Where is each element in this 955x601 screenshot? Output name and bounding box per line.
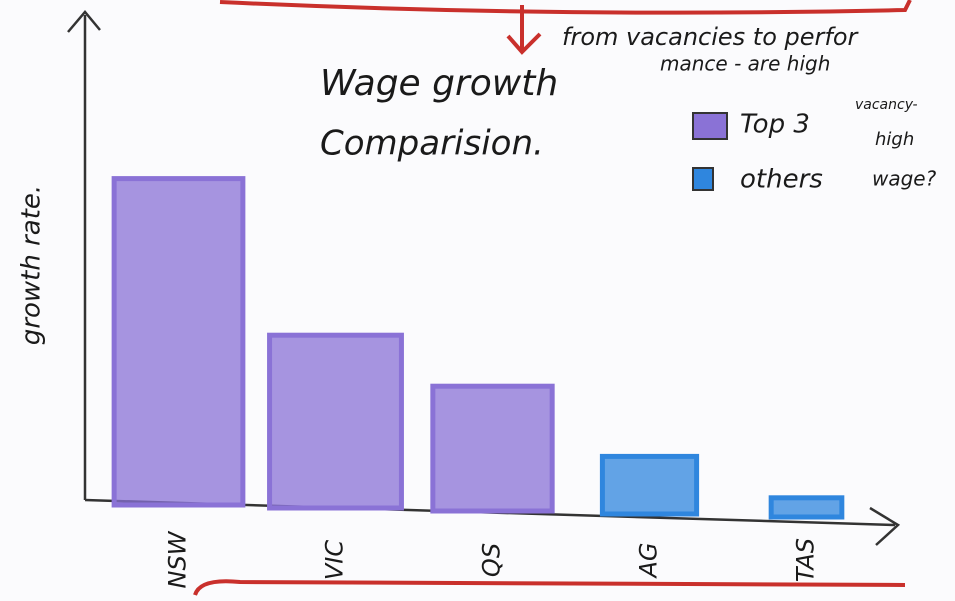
bar — [768, 495, 845, 520]
chart-title: Comparision. — [320, 124, 544, 164]
legend-swatch — [692, 112, 728, 140]
bar — [267, 332, 404, 511]
annotation: mance - are high — [660, 52, 830, 76]
x-tick-label: TAS — [792, 538, 820, 582]
x-tick-label: AG — [635, 542, 663, 579]
bar — [430, 383, 555, 514]
x-tick-label: NSW — [164, 530, 192, 588]
legend-label: Top 3 — [740, 110, 810, 140]
annotation: from vacancies to perfor — [562, 23, 860, 51]
legend-swatch — [692, 167, 714, 191]
red-highlight-bottom — [193, 579, 906, 596]
red-arrow — [506, 5, 542, 55]
legend-label: others — [740, 165, 823, 195]
bar — [111, 176, 246, 508]
bar — [599, 453, 700, 517]
x-tick-label: QS — [478, 543, 506, 577]
annotation: high — [875, 129, 914, 150]
y-axis — [67, 10, 101, 500]
x-tick-label: VIC — [321, 540, 349, 580]
annotation: vacancy- — [855, 97, 918, 113]
red-highlight-top — [219, 0, 912, 15]
y-axis-label: growth rate. — [17, 185, 47, 345]
chart-title: Wage growth — [320, 63, 558, 104]
annotation: wage? — [872, 167, 937, 191]
